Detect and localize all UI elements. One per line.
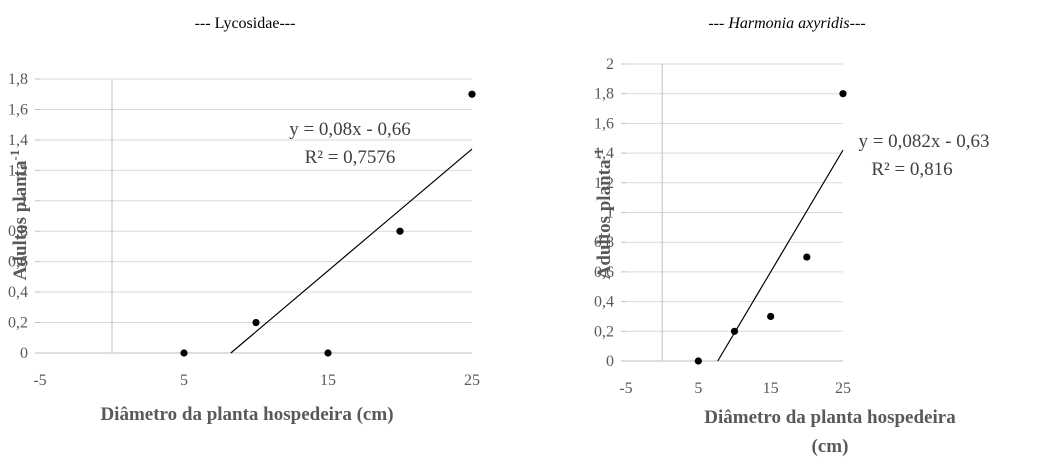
trendline-equation: y = 0,08x - 0,66 bbox=[289, 119, 411, 140]
r-squared-label: R² = 0,7576 bbox=[305, 147, 396, 168]
y-tick-label: 1,4 bbox=[8, 132, 28, 149]
data-point bbox=[767, 313, 774, 320]
chart-title-suffix: --- bbox=[279, 15, 295, 32]
y-tick-label: 2 bbox=[606, 56, 614, 73]
x-axis-label: Diâmetro da planta hospedeira (cm) bbox=[100, 404, 393, 425]
y-tick-label: 0 bbox=[20, 345, 28, 362]
x-tick-label: 15 bbox=[763, 380, 779, 397]
x-tick-label: 25 bbox=[835, 380, 851, 397]
x-tick-label: 15 bbox=[320, 372, 336, 389]
y-tick-label: 0,2 bbox=[594, 323, 614, 340]
chart-2: --- Harmonia axyridis---00,20,40,60,811,… bbox=[591, 15, 990, 457]
y-tick-label: 1,8 bbox=[594, 86, 614, 103]
y-tick-label: 0,4 bbox=[8, 284, 28, 301]
x-axis-label: Diâmetro da planta hospedeira bbox=[704, 407, 956, 428]
y-tick-label: 0,4 bbox=[594, 294, 614, 311]
y-axis-label-superscript: -1 bbox=[7, 150, 22, 161]
y-tick-label: 0 bbox=[606, 353, 614, 370]
y-axis-label-superscript: -1 bbox=[591, 149, 606, 160]
data-point bbox=[252, 319, 259, 326]
x-tick-label: 5 bbox=[180, 372, 188, 389]
data-point bbox=[396, 228, 403, 235]
chart-title-main: Lycosidae bbox=[215, 15, 280, 32]
y-axis-label: Adultos planta-1 bbox=[591, 149, 615, 280]
data-point bbox=[324, 349, 331, 356]
y-tick-label: 1,8 bbox=[8, 71, 28, 88]
trendline-equation: y = 0,082x - 0,63 bbox=[858, 131, 989, 152]
data-point bbox=[731, 328, 738, 335]
y-tick-label: 1,6 bbox=[8, 101, 28, 118]
x-tick-label: -5 bbox=[33, 372, 46, 389]
chart-title-prefix: --- bbox=[195, 15, 215, 32]
x-tick-label: 5 bbox=[694, 380, 702, 397]
chart-title: --- Harmonia axyridis--- bbox=[708, 15, 865, 32]
y-axis-label-text: Adultos planta bbox=[10, 160, 31, 280]
x-axis-label: (cm) bbox=[812, 436, 849, 457]
data-point bbox=[839, 90, 846, 97]
chart-title-suffix: --- bbox=[850, 15, 866, 32]
chart-title-main: Harmonia axyridis bbox=[727, 15, 849, 32]
r-squared-label: R² = 0,816 bbox=[871, 159, 952, 180]
y-tick-label: 1,6 bbox=[594, 115, 614, 132]
y-axis-label: Adultos planta-1 bbox=[7, 150, 31, 281]
data-point bbox=[803, 253, 810, 260]
x-tick-label: -5 bbox=[619, 380, 632, 397]
data-point bbox=[180, 349, 187, 356]
chart-title-prefix: --- bbox=[708, 15, 728, 32]
chart-1: --- Lycosidae---00,20,40,60,811,21,41,61… bbox=[7, 15, 480, 425]
x-tick-label: 25 bbox=[464, 372, 480, 389]
y-axis-label-text: Adultos planta bbox=[594, 159, 615, 279]
y-tick-label: 0,2 bbox=[8, 315, 28, 332]
data-point bbox=[695, 357, 702, 364]
data-point bbox=[468, 91, 475, 98]
chart-title: --- Lycosidae--- bbox=[195, 15, 296, 32]
